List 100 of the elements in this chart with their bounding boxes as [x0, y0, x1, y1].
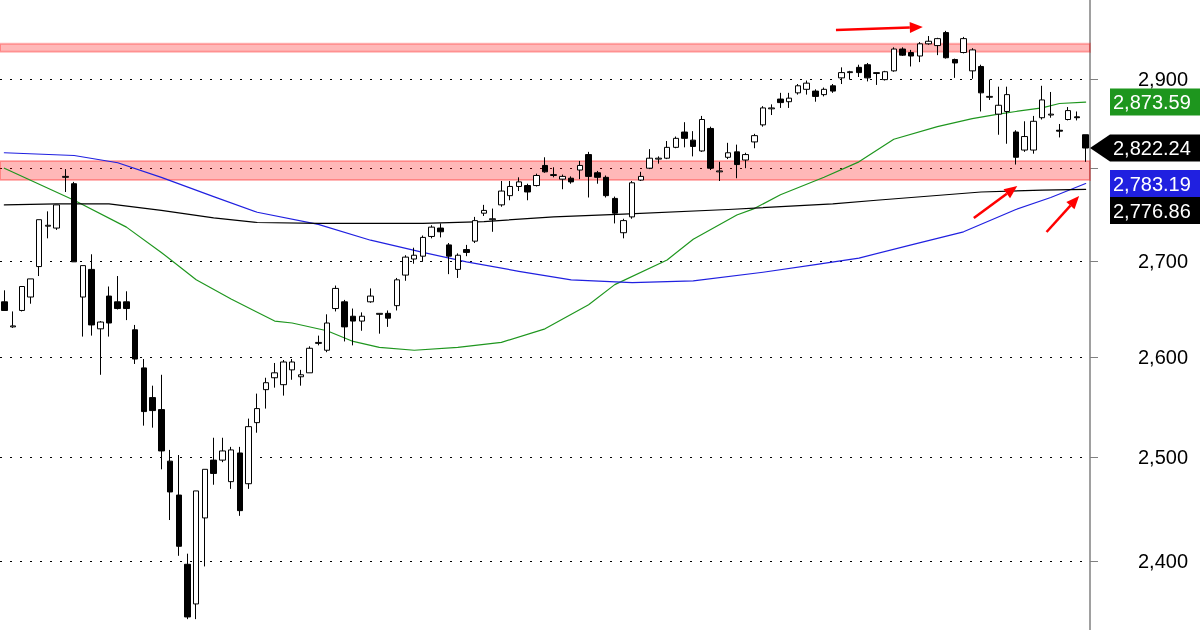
candlestick — [463, 244, 470, 257]
candlestick — [1039, 85, 1045, 121]
candlestick — [36, 219, 42, 277]
candlestick — [734, 144, 740, 179]
data-label: 2,776.86 — [1113, 199, 1191, 222]
candlestick — [751, 133, 758, 149]
candlestick — [673, 136, 679, 149]
candlestick — [298, 369, 304, 387]
candlestick — [768, 103, 775, 116]
candlestick — [1021, 120, 1028, 153]
candlestick — [341, 299, 348, 342]
candlestick — [149, 385, 156, 429]
candlestick — [585, 151, 592, 198]
candlestick — [742, 152, 749, 169]
candlestick — [891, 46, 897, 73]
candlestick — [123, 290, 130, 321]
candlestick — [263, 377, 269, 410]
candlestick — [559, 174, 566, 190]
candlestick — [271, 362, 278, 389]
candlestick — [237, 446, 243, 517]
candlestick — [80, 265, 86, 338]
candlestick — [332, 285, 339, 312]
candlestick — [646, 148, 653, 170]
line-series — [3, 152, 1087, 284]
candlestick — [324, 313, 330, 353]
candlestick — [995, 86, 1002, 136]
candlestick — [856, 64, 862, 78]
candlestick — [760, 105, 766, 128]
candlestick — [603, 174, 609, 198]
candlestick — [638, 171, 644, 182]
y-tick-label: 2,600 — [1138, 346, 1189, 369]
candlestick — [1048, 91, 1054, 119]
candlestick — [969, 47, 976, 80]
candlestick — [19, 286, 25, 312]
candlestick — [1082, 134, 1089, 163]
candlestick — [899, 46, 906, 57]
candlestick — [986, 79, 993, 101]
candlestick — [594, 170, 601, 185]
y-tick-label: 2,500 — [1138, 446, 1189, 469]
candlestick — [908, 49, 914, 67]
candlestick — [699, 115, 705, 153]
candlestick — [359, 311, 365, 332]
candlestick — [254, 393, 260, 434]
candlestick — [655, 155, 662, 165]
candlestick — [219, 437, 226, 463]
candlestick — [1013, 129, 1019, 166]
candlestick — [620, 218, 627, 239]
data-label: 2,873.59 — [1113, 91, 1191, 114]
candlestick — [917, 41, 923, 63]
candlestick — [830, 83, 836, 94]
candlestick — [245, 418, 252, 490]
candlestick — [385, 309, 391, 328]
candlestick — [1074, 110, 1080, 121]
candlestick — [350, 308, 356, 346]
candlestick — [1030, 115, 1037, 155]
candlestick — [873, 72, 880, 86]
candlestick — [114, 275, 121, 310]
candlestick — [821, 87, 827, 97]
candlestick — [27, 278, 34, 305]
candlestick — [141, 358, 147, 427]
candlestick — [934, 37, 941, 56]
candlestick — [577, 160, 583, 180]
candlestick — [367, 287, 374, 304]
candlestick — [681, 121, 688, 148]
candlestick — [315, 335, 322, 346]
candlestick — [960, 36, 967, 54]
candlestick — [280, 359, 287, 397]
candlestick — [306, 345, 313, 374]
data-label: 2,783.19 — [1113, 172, 1191, 195]
y-tick-label: 2,900 — [1138, 67, 1189, 90]
candlestick — [228, 446, 234, 490]
candlestick — [1004, 86, 1010, 145]
candlestick — [978, 64, 984, 112]
candlestick — [568, 175, 574, 185]
candlestick — [516, 176, 522, 192]
candlestick — [925, 35, 932, 46]
candlestick — [507, 180, 513, 201]
candlestick — [943, 30, 949, 60]
candlestick — [106, 286, 112, 338]
candlestick — [725, 142, 731, 160]
candlestick — [376, 312, 383, 335]
candlestick — [707, 126, 714, 171]
candlestick — [952, 58, 958, 79]
candlestick — [481, 204, 487, 217]
candlestick — [394, 277, 400, 311]
candlestick — [1056, 123, 1063, 138]
candlestick — [1065, 106, 1071, 121]
candlestick — [786, 92, 792, 109]
candlestick — [184, 553, 191, 620]
candlestick — [664, 140, 670, 160]
candlestick — [533, 173, 540, 187]
candlestick — [202, 468, 208, 567]
candlestick — [498, 180, 505, 208]
y-tick-label: 2,400 — [1138, 550, 1189, 573]
candlestick — [62, 168, 69, 193]
candlestick — [812, 88, 819, 103]
text: 2,822.24 — [1113, 137, 1191, 160]
candlestick — [1, 289, 8, 311]
candlestick — [524, 183, 531, 201]
candlestick — [10, 310, 16, 329]
